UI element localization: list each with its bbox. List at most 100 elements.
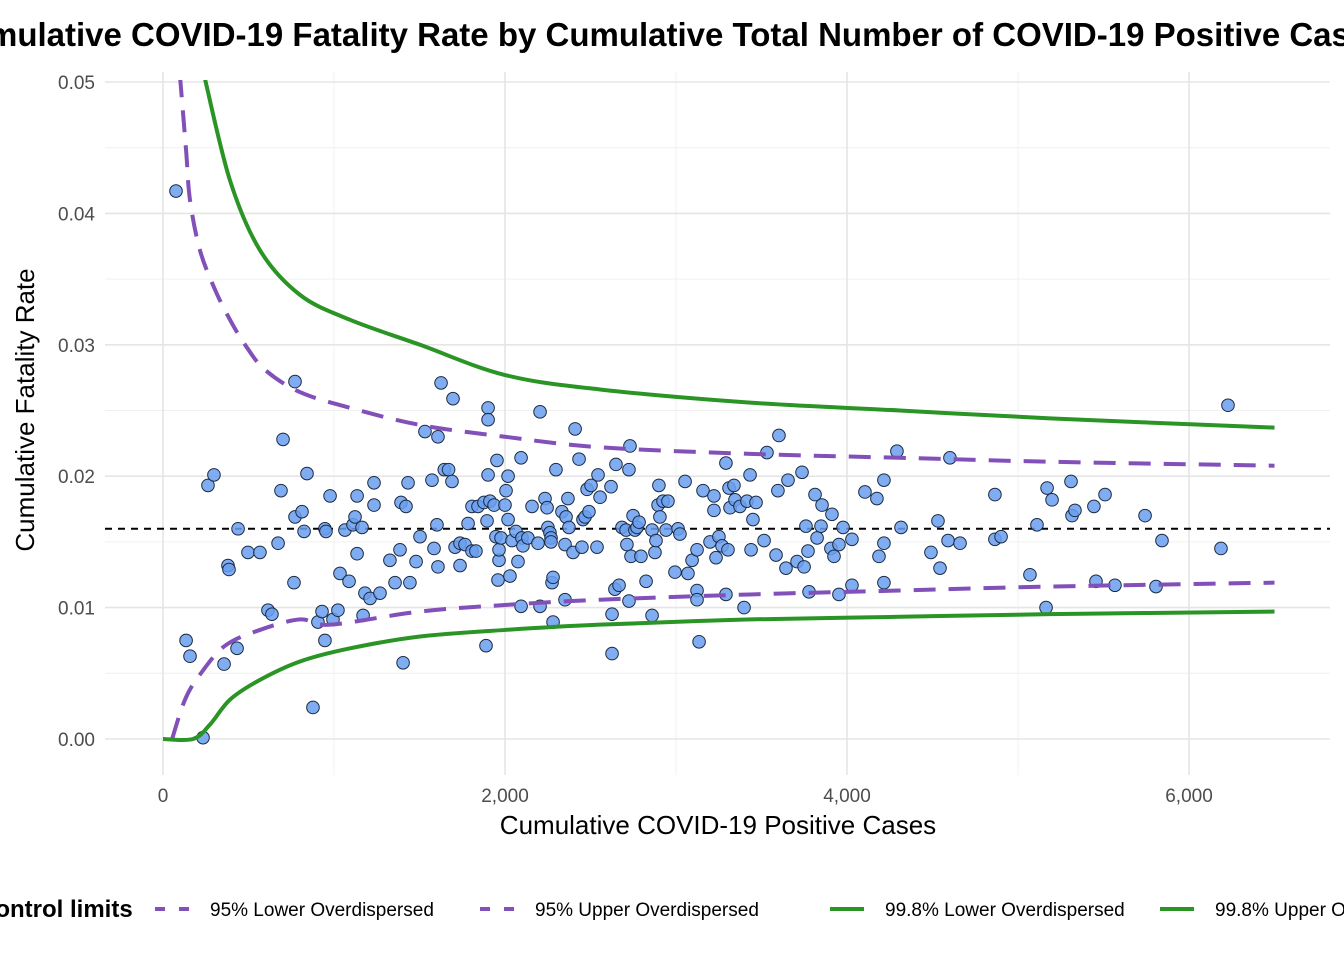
data-point [1138,508,1152,523]
data-point [659,523,673,537]
data-point [498,498,512,512]
data-point [1040,481,1054,495]
data-point [514,451,528,465]
data-point [481,468,495,482]
data-point [1149,579,1163,594]
data-point [274,483,288,498]
y-tick-label: 0.02 [58,467,95,488]
control-limit-lines [162,80,1275,743]
data-point [481,412,495,427]
control-limit-95-upper-overdispersed [178,80,1275,468]
data-point [425,473,439,487]
data-point [690,542,704,557]
data-point [799,519,813,533]
data-point [499,483,513,498]
data-point [525,499,539,514]
data-point [609,457,623,472]
chart-title: Cumulative COVID-19 Fatality Rate by Cum… [0,16,1344,53]
data-point [403,575,417,590]
data-point [427,541,441,556]
data-point [1098,487,1112,502]
data-point [746,512,760,527]
legend: Control limits 95% Lower Overdispersed 95… [0,896,1344,923]
legend-label: 99.8% Lower Overdispersed [885,900,1125,921]
data-point [413,529,427,544]
data-point [870,491,884,506]
data-point [707,503,721,518]
data-point [632,515,646,529]
data-point [727,478,741,493]
data-point [827,549,841,564]
data-point [179,633,193,648]
y-axis-label: Cumulative Fatality Rate [10,268,40,551]
data-point [295,504,309,519]
data-point [605,607,619,621]
data-point [814,519,828,533]
data-point [690,592,704,607]
data-point [744,542,758,557]
data-point [877,575,891,590]
data-point [501,469,515,484]
control-limit-95-lower-overdispersed [170,580,1275,740]
data-point [503,569,517,583]
data-point [634,549,648,564]
data-point [469,544,483,558]
data-point [1023,567,1037,582]
data-point [373,586,387,600]
data-point [1068,503,1082,518]
data-point [801,544,815,558]
data-point [396,655,410,670]
data-point [795,465,809,480]
data-point [858,485,872,499]
x-axis-label: Cumulative COVID-19 Positive Cases [500,810,936,840]
data-point [480,514,494,528]
x-tick-label: 6,000 [1165,786,1213,807]
data-point [771,483,785,498]
data-point [401,475,415,490]
legend-label: 95% Upper Overdispersed [535,900,759,921]
data-point [604,479,618,494]
data-point [531,536,545,551]
data-point [333,566,347,581]
data-point [383,553,397,568]
data-point [749,495,763,510]
data-point [306,700,320,715]
data-point [434,376,448,390]
data-point [692,634,706,649]
data-point [620,537,634,552]
x-tick-label: 4,000 [823,786,871,807]
data-point [877,473,891,487]
control-limit-99-8-upper-overdispersed [203,80,1275,430]
data-point [593,490,607,505]
data-point [183,649,197,664]
data-point [491,573,505,587]
data-point [623,439,637,453]
data-point [825,507,839,522]
data-point [265,607,279,621]
data-point [591,468,605,482]
data-point [1030,518,1044,532]
data-point [350,489,364,503]
data-point [612,578,626,593]
data-point [933,561,947,575]
data-point [562,520,576,535]
data-point [681,566,695,581]
control-limit-99-8-lower-overdispersed [162,609,1275,743]
data-point [639,574,653,589]
data-point [367,498,381,512]
data-point [721,542,735,557]
data-point [1045,493,1059,507]
data-point [297,524,311,539]
data-point [994,529,1008,544]
data-point [1155,533,1169,548]
data-point [319,524,333,539]
data-point [169,184,183,198]
data-point [253,545,267,560]
y-tick-label: 0.03 [58,336,95,357]
data-point [797,560,811,574]
data-point [1039,600,1053,615]
data-point [661,494,675,508]
data-point [446,391,460,406]
data-point [300,466,314,481]
data-point [582,504,596,519]
